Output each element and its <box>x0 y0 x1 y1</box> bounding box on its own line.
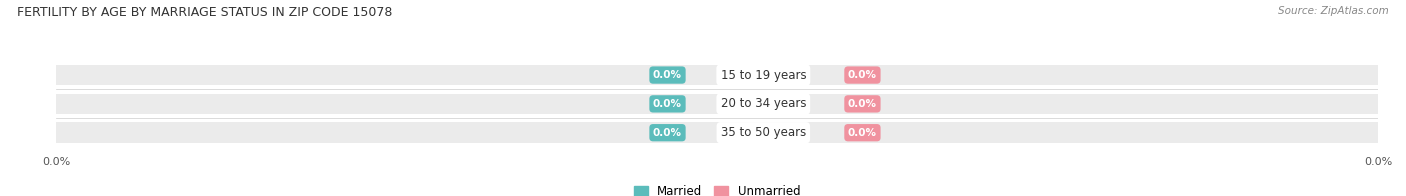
Text: 0.0%: 0.0% <box>848 99 877 109</box>
Legend: Married, Unmarried: Married, Unmarried <box>634 185 800 196</box>
Text: 0.0%: 0.0% <box>848 128 877 138</box>
Text: Source: ZipAtlas.com: Source: ZipAtlas.com <box>1278 6 1389 16</box>
Text: 35 to 50 years: 35 to 50 years <box>721 126 806 139</box>
Text: 0.0%: 0.0% <box>652 128 682 138</box>
Text: 20 to 34 years: 20 to 34 years <box>720 97 806 110</box>
Text: FERTILITY BY AGE BY MARRIAGE STATUS IN ZIP CODE 15078: FERTILITY BY AGE BY MARRIAGE STATUS IN Z… <box>17 6 392 19</box>
Text: 0.0%: 0.0% <box>652 99 682 109</box>
Bar <box>56 93 1378 114</box>
Bar <box>56 122 1378 143</box>
Text: 15 to 19 years: 15 to 19 years <box>720 69 806 82</box>
Text: 0.0%: 0.0% <box>848 70 877 80</box>
Bar <box>56 65 1378 85</box>
Text: 0.0%: 0.0% <box>652 70 682 80</box>
